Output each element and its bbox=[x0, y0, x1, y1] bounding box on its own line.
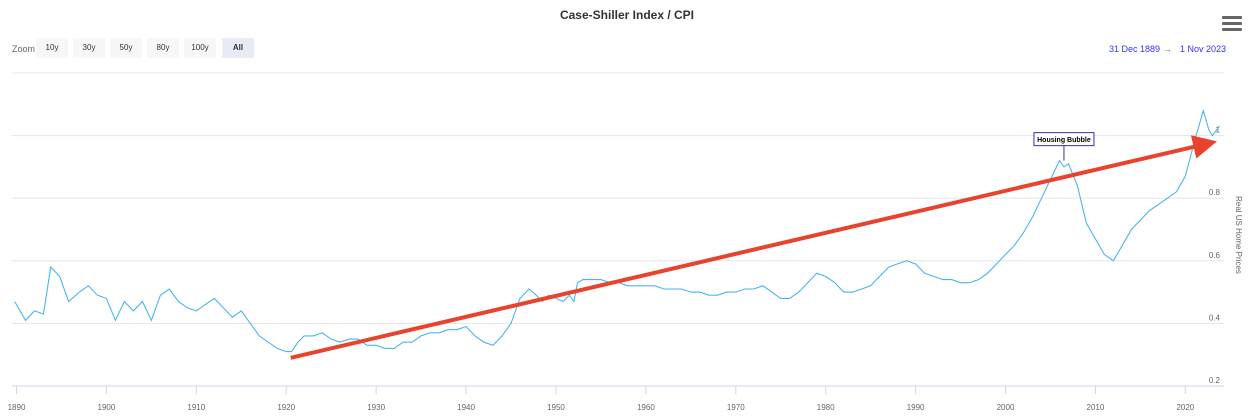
x-tick-label: 1920 bbox=[277, 403, 295, 412]
x-tick-label: 1910 bbox=[187, 403, 205, 412]
y-tick-label: 0.6 bbox=[1209, 251, 1221, 260]
range-from-date[interactable]: 31 Dec 1889 bbox=[1109, 44, 1161, 54]
zoom-100y-button[interactable]: 100y bbox=[184, 38, 216, 58]
x-tick-label: 2020 bbox=[1176, 403, 1194, 412]
zoom-10y-button[interactable]: 10y bbox=[36, 38, 68, 58]
x-tick-label: 2000 bbox=[997, 403, 1015, 412]
chart-title: Case-Shiller Index / CPI bbox=[559, 8, 695, 22]
trend-arrow bbox=[290, 135, 1217, 360]
annotations: Housing Bubble bbox=[1033, 132, 1095, 161]
y-tick-label: 1 bbox=[1216, 126, 1221, 135]
x-tick-label: 1940 bbox=[457, 403, 475, 412]
x-tick-label: 1950 bbox=[547, 403, 565, 412]
y-tick-label: 0.8 bbox=[1209, 188, 1221, 197]
annotation-box bbox=[1033, 132, 1095, 147]
x-tick-label: 1900 bbox=[98, 403, 116, 412]
zoom-50y-button[interactable]: 50y bbox=[110, 38, 142, 58]
y-axis: 0.2 0.4 0.6 0.8 1 bbox=[1209, 126, 1221, 385]
x-tick-label: 1930 bbox=[367, 403, 385, 412]
range-to-date[interactable]: 1 Nov 2023 bbox=[1180, 44, 1227, 54]
y-axis-label: Real US Home Prices bbox=[1234, 196, 1243, 274]
x-tick-label: 2010 bbox=[1087, 403, 1105, 412]
zoom-30y-button[interactable]: 30y bbox=[73, 38, 105, 58]
x-tick-label: 1990 bbox=[907, 403, 925, 412]
x-tick-label: 1890 bbox=[8, 403, 26, 412]
x-tick-label: 1960 bbox=[637, 403, 655, 412]
annotation-label: Housing Bubble bbox=[1037, 137, 1091, 144]
x-tick-label: 1980 bbox=[817, 403, 835, 412]
hamburger-menu-icon[interactable] bbox=[1222, 16, 1242, 32]
zoom-80y-button[interactable]: 80y bbox=[147, 38, 179, 58]
y-tick-label: 0.2 bbox=[1209, 376, 1221, 385]
series-line bbox=[14, 108, 1220, 353]
grid-lines bbox=[12, 72, 1224, 387]
x-axis: 1890 1900 1910 1920 1930 1940 1950 1960 1970 1980… bbox=[8, 385, 1224, 412]
range-arrow: → bbox=[1163, 44, 1172, 54]
zoom-all-button[interactable]: All bbox=[222, 38, 254, 58]
zoom-label: Zoom bbox=[12, 44, 36, 54]
x-tick-label: 1970 bbox=[727, 403, 745, 412]
y-tick-label: 0.4 bbox=[1209, 313, 1221, 322]
